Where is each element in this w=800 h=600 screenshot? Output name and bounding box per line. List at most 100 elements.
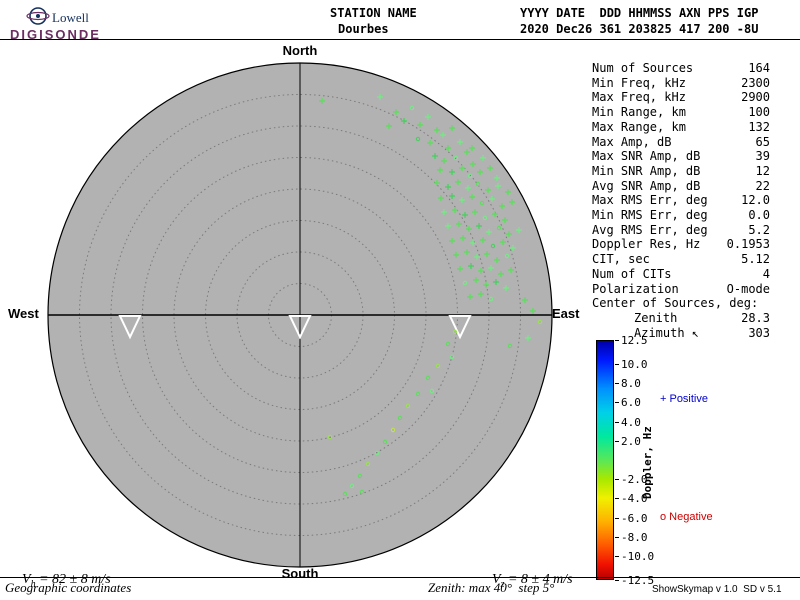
stat-label: Polarization: [592, 281, 679, 296]
footer-divider: [0, 577, 800, 578]
echo-point: [472, 209, 478, 215]
drift-direction-markers: [118, 315, 472, 340]
echo-point: [452, 329, 458, 335]
echo-point: [486, 229, 492, 235]
echo-point: [365, 461, 371, 467]
echo-point: [516, 227, 522, 233]
echo-point: [401, 118, 407, 124]
echo-point: [485, 187, 491, 193]
stats-row: Polarization O-mode: [592, 282, 770, 297]
stats-row: CIT, sec 5.12: [592, 252, 770, 267]
colorbar-tick-label: -2.0: [615, 473, 648, 486]
echo-point: [441, 158, 447, 164]
echo-point: [489, 196, 495, 202]
stat-value: 100: [748, 105, 770, 120]
echo-point: [478, 291, 484, 297]
echo-point: [493, 279, 499, 285]
echo-point: [506, 231, 512, 237]
echo-point: [386, 123, 392, 129]
echo-point: [415, 136, 421, 142]
echo-point: [500, 239, 506, 245]
echo-point: [455, 179, 461, 185]
echo-point: [457, 139, 463, 145]
colorbar-tick-label: -4.0: [615, 492, 648, 505]
echo-point: [459, 165, 465, 171]
stat-label: Min RMS Err, deg: [592, 208, 708, 223]
colorbar-tick-label: 2.0: [615, 435, 641, 448]
stats-row: Num of CITs 4: [592, 267, 770, 282]
vz-subscript: z: [500, 578, 505, 590]
echo-point: [409, 105, 415, 111]
echo-point: [494, 175, 500, 181]
echo-point: [466, 226, 472, 232]
coordinates-note: Geographic coordinates: [5, 580, 132, 595]
label-south: South: [281, 566, 319, 581]
vz-value: = 8 ± 4 m/s: [504, 572, 573, 587]
echo-point: [537, 319, 543, 325]
echo-point: [437, 167, 443, 173]
stats-row: Min Freq, kHz 2300: [592, 76, 770, 91]
stat-value: 4: [762, 266, 770, 281]
colorbar-tick-label: 12.5: [615, 334, 648, 347]
echo-point: [425, 375, 431, 381]
echo-point: [440, 132, 446, 138]
echo-point: [462, 212, 468, 218]
echo-point: [459, 197, 465, 203]
echo-point: [432, 153, 438, 159]
stat-label: Avg RMS Err, deg: [592, 222, 708, 237]
colorbar-gradient: [596, 340, 614, 580]
echo-point: [327, 434, 333, 440]
stats-row: Num of Sources 164: [592, 61, 770, 76]
brand-lowell: Lowell: [52, 10, 89, 25]
echo-point: [464, 149, 470, 155]
echo-point: [468, 263, 474, 269]
echo-point: [382, 439, 388, 445]
echo-point: [478, 268, 484, 274]
header-station-label: STATION NAME: [330, 6, 417, 20]
echo-point: [449, 354, 455, 360]
vh-symbol: V: [22, 572, 31, 587]
stats-row: Min SNR Amp, dB 12: [592, 164, 770, 179]
echo-point: [476, 223, 482, 229]
echo-point: [507, 343, 513, 349]
direction-marker-icon: [288, 315, 312, 340]
echo-point: [445, 145, 451, 151]
echo-point: [509, 199, 515, 205]
echo-point: [342, 491, 348, 497]
echo-point: [490, 243, 496, 249]
velocity-horizontal: Vh = 82 ± 8 m/s: [8, 556, 111, 600]
echo-point: [453, 252, 459, 258]
echo-point: [469, 145, 475, 151]
stat-value: 12: [755, 163, 770, 178]
stat-label: Avg SNR Amp, dB: [592, 178, 701, 193]
stat-label: CIT, sec: [592, 252, 650, 267]
direction-marker-icon: [448, 315, 472, 340]
stat-value: 2900: [741, 90, 770, 105]
stat-value: 0.1953: [726, 237, 770, 252]
stats-row: Max SNR Amp, dB 39: [592, 149, 770, 164]
echo-point: [494, 257, 500, 263]
stat-label: Max Freq, kHz: [592, 90, 686, 105]
echo-point: [417, 122, 423, 128]
echo-point: [397, 415, 403, 421]
stat-label: Azimuth ↖: [634, 325, 700, 340]
echo-point: [377, 94, 383, 100]
echo-point: [425, 114, 431, 120]
echo-point: [474, 254, 480, 260]
stat-value: 28.3: [741, 310, 770, 325]
colorbar-tick-label: 6.0: [615, 396, 641, 409]
stats-row: Max Amp, dB 65: [592, 135, 770, 150]
echo-point: [480, 237, 486, 243]
stats-row: Azimuth ↖ 303: [592, 326, 770, 341]
stats-center-header: Center of Sources, deg:: [592, 296, 759, 311]
echo-point: [460, 235, 466, 241]
echo-point: [508, 267, 514, 273]
stats-row: Zenith 28.3: [592, 311, 770, 326]
echo-point: [465, 185, 471, 191]
stat-label: Max RMS Err, deg: [592, 193, 708, 208]
stats-panel: Num of Sources 164 Min Freq, kHz 2300 Max Fr…: [592, 61, 770, 340]
vh-subscript: h: [30, 578, 36, 590]
stats-row: Max Freq, kHz 2900: [592, 90, 770, 105]
stats-row: Doppler Res, Hz 0.1953: [592, 237, 770, 252]
